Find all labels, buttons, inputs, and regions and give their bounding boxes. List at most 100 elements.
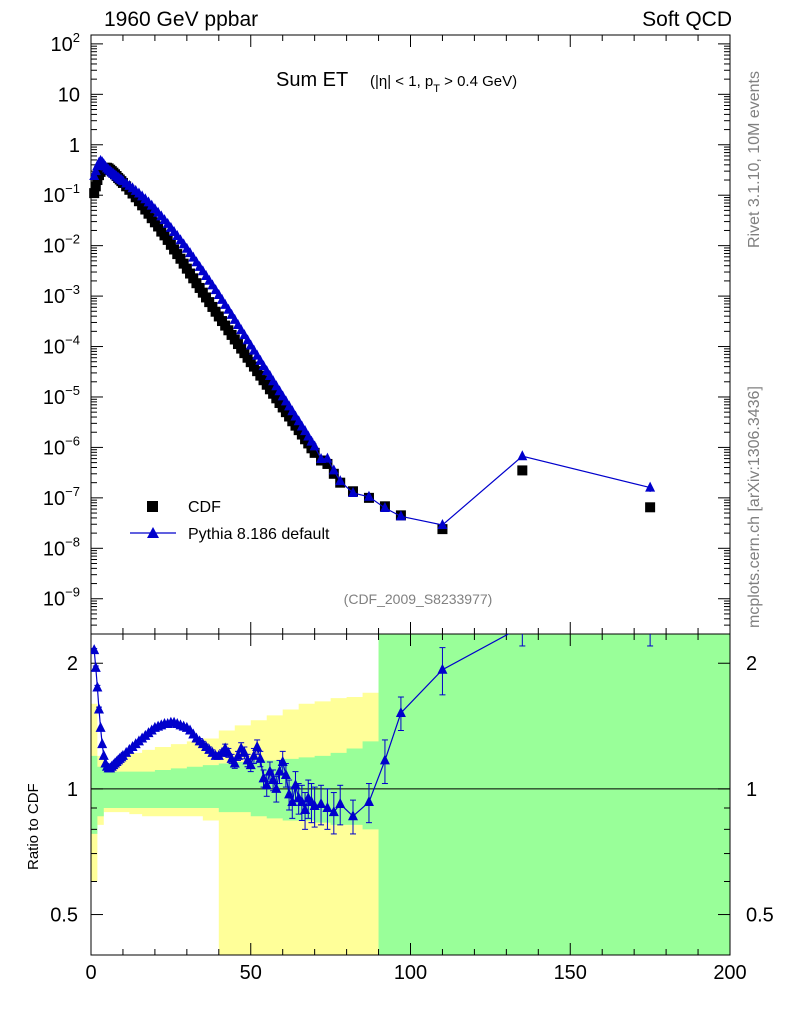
ratio-point: [268, 774, 279, 785]
y-tick-mantissa: 10: [43, 488, 65, 510]
y-tick-exponent: 2: [73, 30, 80, 45]
ratio-point: [232, 749, 243, 760]
x-tick-label: 100: [394, 962, 427, 984]
cdf-point: [153, 221, 164, 232]
y-tick-label: 10−2: [43, 232, 80, 258]
ratio-uncertainty-bands: [91, 634, 730, 955]
y-tick-label: 10−1: [43, 181, 80, 207]
ratio-point: [300, 804, 311, 815]
y-tick-exponent: −8: [65, 534, 80, 549]
cdf-point: [645, 502, 656, 513]
ratio-point: [395, 706, 406, 717]
y-tick-label: 10: [58, 84, 80, 106]
y-tick-label: 10−5: [43, 383, 80, 409]
top-panel-frame: [90, 34, 731, 635]
pythia-point: [645, 481, 656, 492]
chart-title-sub-main: (|η| < 1, p: [370, 73, 433, 90]
y-tick-mantissa: 10: [51, 34, 73, 56]
ratio-point: [335, 798, 346, 809]
pythia-point: [90, 165, 101, 176]
ratio-band-inner: [91, 634, 730, 955]
ratio-point: [261, 779, 272, 790]
y-tick-mantissa: 10: [43, 437, 65, 459]
ratio-point: [347, 810, 358, 821]
ratio-point: [379, 754, 390, 765]
y-tick-label: 10−7: [43, 484, 80, 510]
y-tick-label: 10−8: [43, 534, 80, 560]
ratio-point: [92, 681, 103, 692]
ratio-point: [284, 788, 295, 799]
pythia-point: [322, 452, 333, 463]
ratio-point: [264, 765, 275, 776]
ratio-y-tick-label-right: 0.5: [746, 905, 774, 927]
y-tick-mantissa: 10: [43, 387, 65, 409]
legend-pythia-marker: [147, 527, 159, 538]
chart-title-main: Sum ET: [276, 69, 348, 91]
ratio-point: [98, 749, 109, 760]
chart-title-subscript: T: [433, 83, 440, 95]
y-tick-label: 102: [51, 30, 80, 56]
ratio-point: [229, 757, 240, 768]
pythia-point: [517, 450, 528, 461]
pythia-point: [309, 440, 320, 451]
chart-title-tail: > 0.4 GeV): [440, 73, 517, 90]
ratio-point: [252, 740, 263, 751]
cdf-point: [178, 258, 189, 269]
ratio-point: [316, 798, 327, 809]
x-tick-label: 50: [240, 962, 262, 984]
ratio-point: [255, 752, 266, 763]
y-tick-mantissa: 1: [69, 135, 80, 157]
ratio-y-tick-label: 2: [67, 653, 78, 675]
ratio-point: [91, 644, 100, 655]
ratio-point: [363, 796, 374, 807]
cdf-point: [322, 458, 333, 469]
ratio-point: [328, 806, 339, 817]
y-tick-mantissa: 10: [58, 84, 80, 106]
y-tick-mantissa: 10: [43, 538, 65, 560]
ratio-point: [248, 749, 259, 760]
ratio-series: [91, 620, 654, 835]
cdf-point: [309, 447, 320, 458]
ratio-point: [517, 620, 527, 630]
x-tick-label: 200: [713, 962, 746, 984]
data-markers: [89, 154, 656, 835]
ratio-point: [322, 801, 333, 812]
y-tick-exponent: −2: [65, 232, 80, 247]
pythia-point: [437, 518, 448, 529]
ratio-y-tick-label: 1: [67, 779, 78, 801]
legend-cdf-marker: [147, 501, 158, 512]
pythia-point: [379, 501, 390, 512]
y-tick-exponent: −6: [65, 433, 80, 448]
pythia-point: [328, 464, 339, 475]
ratio-y-tick-label-right: 1: [746, 779, 757, 801]
ratio-point: [287, 796, 298, 807]
ratio-point: [258, 772, 269, 783]
y-tick-label: 10−4: [43, 333, 80, 359]
pythia-point: [347, 486, 358, 497]
ratio-y-label: Ratio to CDF: [25, 783, 42, 870]
ratio-point: [271, 782, 282, 793]
x-tick-label: 0: [85, 962, 96, 984]
y-tick-mantissa: 10: [43, 236, 65, 258]
y-tick-label: 10−3: [43, 282, 80, 308]
chart-title-sub: (|η| < 1, pT > 0.4 GeV): [370, 73, 517, 95]
legend: CDF Pythia 8.186 default: [130, 499, 330, 543]
ratio-point: [91, 661, 101, 672]
cdf-point: [437, 524, 448, 535]
ratio-point: [93, 703, 104, 714]
axes-frame: [90, 34, 731, 956]
pythia-point: [363, 490, 374, 501]
axis-labels: 0 50 100 150 20010210110−110−210−310−410−510…: [43, 30, 774, 984]
y-tick-mantissa: 10: [43, 337, 65, 359]
ratio-y-tick-label-right: 2: [746, 653, 757, 675]
y-tick-exponent: −3: [65, 282, 80, 297]
y-tick-label: 10−9: [43, 585, 80, 611]
ratio-point: [97, 738, 108, 749]
ratio-point: [245, 759, 256, 770]
cdf-point: [517, 465, 528, 476]
cdf-point: [89, 188, 100, 199]
y-tick-exponent: −4: [65, 333, 80, 348]
y-tick-exponent: −5: [65, 383, 80, 398]
y-tick-exponent: −9: [65, 585, 80, 600]
